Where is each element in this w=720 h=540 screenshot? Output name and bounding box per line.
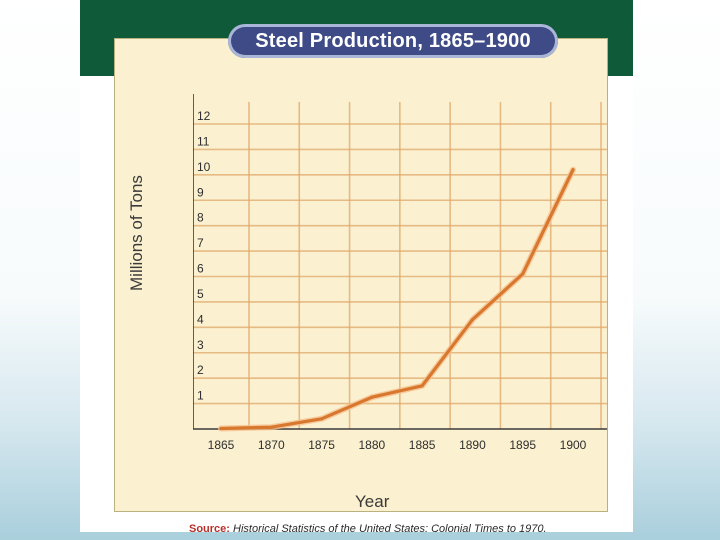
data-point (269, 425, 273, 429)
source-label: Source: (189, 523, 230, 535)
x-tick-label: 1895 (509, 438, 536, 452)
y-tick-label: 6 (197, 262, 204, 276)
data-point (219, 426, 223, 431)
data-point (470, 318, 475, 322)
y-tick-label: 11 (197, 134, 210, 148)
series-line-glow (218, 166, 576, 432)
data-point (420, 384, 424, 388)
x-tick-label: 1865 (208, 438, 235, 452)
y-tick-label: 10 (197, 160, 211, 174)
slide-panel: Steel Production, 1865–1900 Millions of … (80, 0, 633, 535)
data-point (571, 168, 575, 172)
x-tick-label: 1885 (409, 438, 436, 452)
source-note: Source: Historical Statistics of the Uni… (189, 523, 547, 535)
chart-title: Steel Production, 1865–1900 (228, 24, 558, 58)
source-text: Historical Statistics of the United Stat… (233, 523, 547, 535)
y-tick-label: 9 (197, 185, 204, 199)
y-tick-label: 5 (197, 287, 204, 301)
x-axis-label: Year (355, 492, 390, 511)
y-tick-label: 8 (197, 211, 204, 225)
y-axis-label: Millions of Tons (127, 175, 146, 291)
y-tick-label: 3 (197, 338, 204, 352)
series-line (219, 168, 575, 431)
y-tick-label: 1 (197, 389, 204, 403)
data-point (521, 272, 525, 276)
x-tick-label: 1890 (459, 438, 486, 452)
y-tick-label: 7 (197, 236, 204, 250)
y-tick-label: 4 (197, 312, 204, 326)
data-point (370, 395, 374, 399)
x-tick-label: 1875 (308, 438, 335, 452)
x-tick-label: 1870 (258, 438, 285, 452)
data-point (319, 417, 324, 421)
x-tick-label: 1900 (560, 438, 587, 452)
x-tick-label: 1880 (359, 438, 386, 452)
chart-card: Steel Production, 1865–1900 Millions of … (114, 24, 608, 535)
y-tick-label: 12 (197, 109, 211, 123)
y-tick-label: 2 (197, 363, 204, 377)
